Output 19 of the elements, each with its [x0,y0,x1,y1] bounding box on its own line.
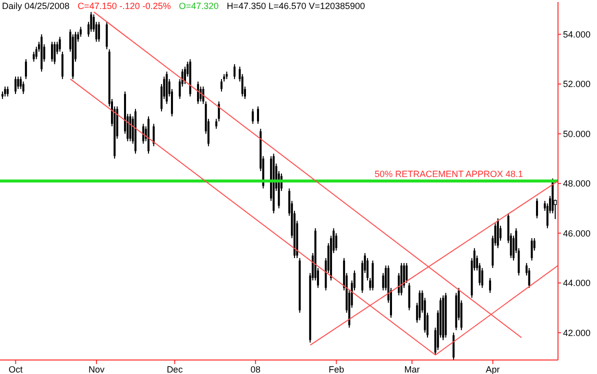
chart-title: Daily 04/25/2008 [2,1,70,11]
x-tick-label: Feb [328,364,344,374]
y-tick-label: 44.000 [563,278,591,288]
annotation: O=47.320 [178,1,219,11]
y-tick-label: 50.000 [563,128,591,139]
annotation: C=47.150 -.120 -0.25% [78,1,171,11]
y-tick-label: 42.000 [563,328,591,338]
x-tick-label: 08 [250,364,261,374]
x-tick-label: Nov [88,364,105,374]
ref-line-label: 50% RETRACEMENT APPROX 48.1 [374,169,523,179]
y-tick-label: 48.000 [563,178,591,189]
x-tick-label: Mar [404,364,420,374]
y-tick-label: 54.000 [563,30,591,40]
x-tick-label: Oct [8,364,24,374]
y-tick-label: 52.000 [563,79,591,90]
x-tick-label: Apr [486,364,500,374]
x-tick-label: Dec [166,364,184,374]
y-tick-label: 46.000 [563,228,591,238]
annotation: H=47.350 L=46.570 V=120385900 [226,1,366,11]
